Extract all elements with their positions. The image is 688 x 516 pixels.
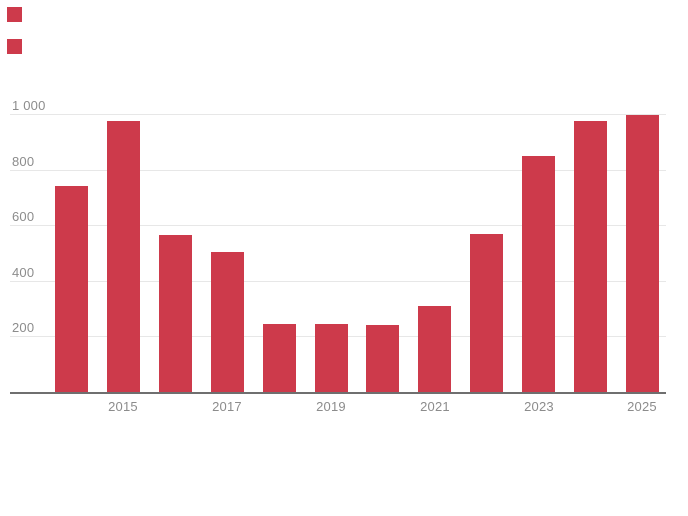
bar-2018	[263, 324, 296, 392]
y-axis-tick-label: 800	[12, 154, 35, 169]
y-gridline	[10, 170, 666, 171]
bar-2025	[626, 115, 659, 392]
x-axis-line	[10, 392, 666, 394]
x-axis-tick-label: 2015	[108, 399, 138, 414]
bar-2014	[55, 186, 88, 392]
x-axis-tick-label: 2025	[627, 399, 657, 414]
y-axis-tick-label: 600	[12, 209, 35, 224]
bar-2015	[107, 121, 140, 392]
bar-2022	[470, 234, 503, 392]
y-axis-tick-label: 1 000	[12, 98, 46, 113]
bar-2023	[522, 156, 555, 392]
y-axis-tick-label: 400	[12, 265, 35, 280]
x-axis-tick-label: 2019	[316, 399, 346, 414]
y-gridline	[10, 114, 666, 115]
x-axis-tick-label: 2021	[420, 399, 450, 414]
bar-2021	[418, 306, 451, 392]
x-axis-tick-label: 2017	[212, 399, 242, 414]
y-gridline	[10, 225, 666, 226]
red-square-marker-top	[7, 7, 22, 22]
bar-2020	[366, 325, 399, 392]
y-gridline	[10, 281, 666, 282]
red-square-marker-bottom	[7, 39, 22, 54]
bar-2017	[211, 252, 244, 392]
bar-2016	[159, 235, 192, 392]
x-axis-tick-label: 2023	[524, 399, 554, 414]
y-axis-tick-label: 200	[12, 320, 35, 335]
bar-2024	[574, 121, 607, 392]
bar-2019	[315, 324, 348, 392]
